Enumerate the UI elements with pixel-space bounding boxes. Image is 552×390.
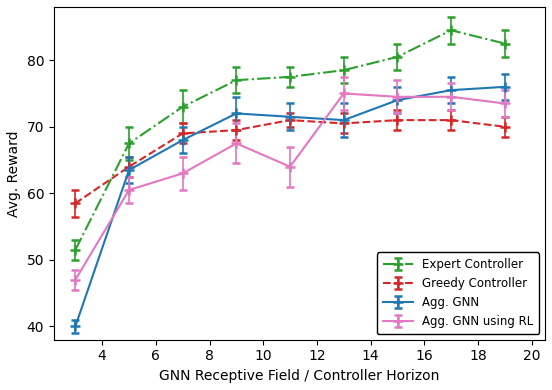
Legend: Expert Controller, Greedy Controller, Agg. GNN, Agg. GNN using RL: Expert Controller, Greedy Controller, Ag… bbox=[377, 252, 539, 334]
Y-axis label: Avg. Reward: Avg. Reward bbox=[7, 130, 21, 216]
X-axis label: GNN Receptive Field / Controller Horizon: GNN Receptive Field / Controller Horizon bbox=[160, 369, 439, 383]
